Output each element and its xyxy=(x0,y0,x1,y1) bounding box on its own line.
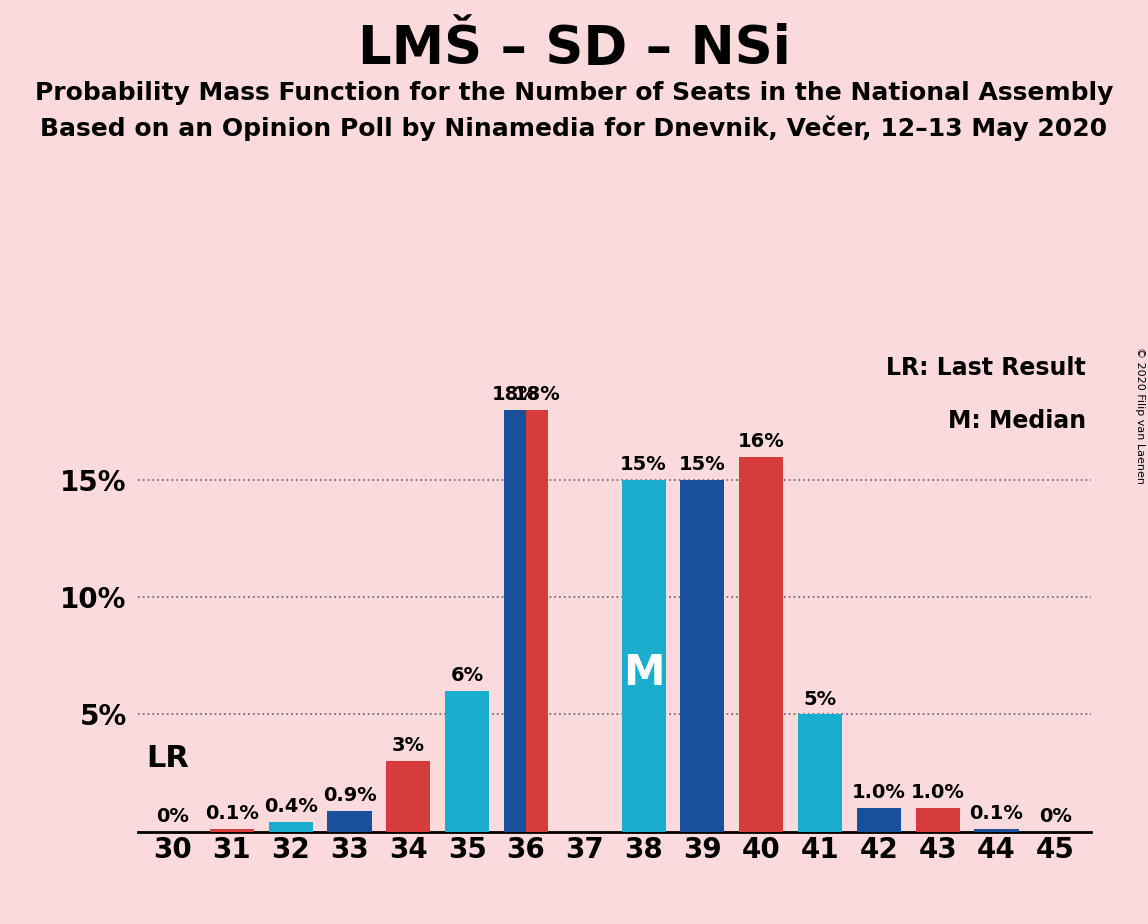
Text: 18%: 18% xyxy=(514,385,560,404)
Bar xyxy=(681,480,724,832)
Text: 0%: 0% xyxy=(1039,807,1072,826)
Text: 18%: 18% xyxy=(491,385,538,404)
Text: LR: LR xyxy=(147,744,189,773)
Bar xyxy=(386,761,430,832)
Text: 0.1%: 0.1% xyxy=(205,805,258,823)
Text: Based on an Opinion Poll by Ninamedia for Dnevnik, Večer, 12–13 May 2020: Based on an Opinion Poll by Ninamedia fo… xyxy=(40,116,1108,141)
Bar xyxy=(445,691,489,832)
Text: 0%: 0% xyxy=(156,807,189,826)
Bar xyxy=(327,810,372,832)
Text: LMŠ – SD – NSi: LMŠ – SD – NSi xyxy=(358,23,790,75)
Text: 15%: 15% xyxy=(620,456,667,474)
Text: 0.1%: 0.1% xyxy=(970,805,1023,823)
Text: 16%: 16% xyxy=(738,432,784,451)
Text: 3%: 3% xyxy=(391,736,425,756)
Bar xyxy=(975,829,1018,832)
Text: 1.0%: 1.0% xyxy=(910,784,964,802)
Text: 6%: 6% xyxy=(450,666,483,685)
Bar xyxy=(210,829,254,832)
Text: 15%: 15% xyxy=(678,456,726,474)
Text: 0.4%: 0.4% xyxy=(264,797,318,817)
Text: LR: Last Result: LR: Last Result xyxy=(886,356,1086,380)
Text: 1.0%: 1.0% xyxy=(852,784,906,802)
Bar xyxy=(621,480,666,832)
Text: M: Median: M: Median xyxy=(948,408,1086,432)
Bar xyxy=(526,409,548,832)
Bar xyxy=(504,409,526,832)
Text: 0.9%: 0.9% xyxy=(323,785,377,805)
Text: M: M xyxy=(623,652,665,695)
Text: 5%: 5% xyxy=(804,689,837,709)
Bar xyxy=(856,808,901,832)
Bar xyxy=(269,822,312,832)
Bar xyxy=(739,456,783,832)
Bar xyxy=(798,714,843,832)
Text: Probability Mass Function for the Number of Seats in the National Assembly: Probability Mass Function for the Number… xyxy=(34,81,1114,105)
Text: © 2020 Filip van Laenen: © 2020 Filip van Laenen xyxy=(1135,347,1145,484)
Bar xyxy=(916,808,960,832)
